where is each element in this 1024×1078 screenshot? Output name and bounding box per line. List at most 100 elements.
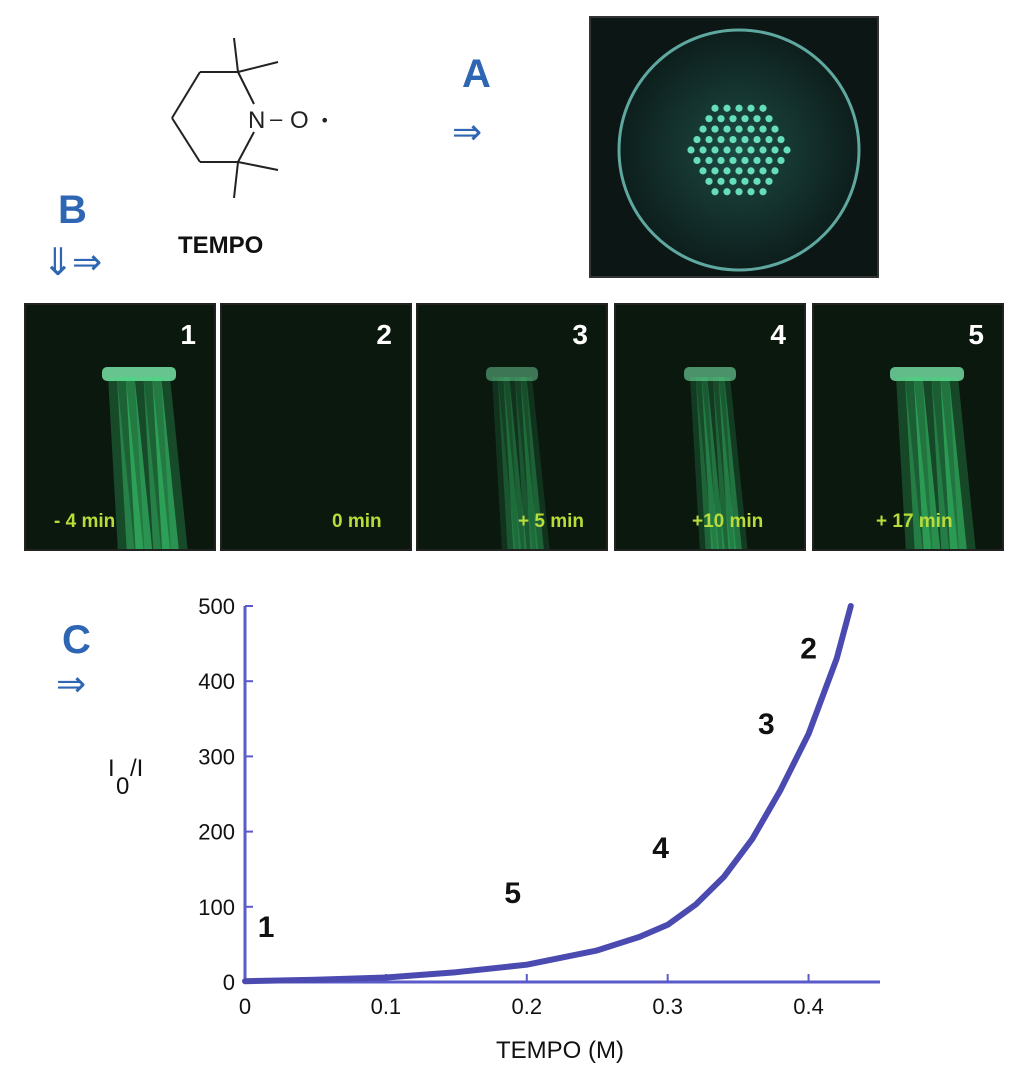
fiber-strand [712, 377, 737, 549]
fiber-core [699, 125, 707, 133]
fiber-core [747, 146, 755, 154]
panel-number: 1 [180, 319, 196, 350]
fiber-strand [718, 377, 742, 549]
fiber-core [723, 167, 731, 175]
fiber-core [753, 156, 761, 165]
fiber-core [765, 156, 773, 165]
fiber-core [771, 125, 779, 133]
curve-point-label: 5 [504, 877, 521, 910]
fiber-core [747, 167, 755, 175]
right-arrow-icon: ⇒ [56, 664, 87, 705]
fiber-core [729, 156, 737, 165]
fiber-core [693, 156, 701, 165]
y-tick-label: 400 [198, 669, 235, 694]
fiber-tip [486, 367, 538, 381]
fiber-strand [161, 377, 188, 549]
fiber-core [741, 156, 749, 165]
fiber-core [693, 135, 701, 144]
fiber-core [771, 146, 779, 154]
fiber-core [717, 115, 725, 123]
fiber-core [759, 188, 767, 196]
panel-4: 4 +10 min [614, 303, 806, 551]
curve-point-label: 1 [258, 911, 275, 944]
panel-time: 0 min [332, 511, 382, 532]
fiber-strand [509, 377, 533, 549]
panel-number: 5 [968, 319, 984, 350]
fiber-strand [940, 377, 967, 549]
x-tick-label: 0.2 [511, 994, 542, 1019]
fiber-core [711, 146, 719, 154]
ring-bonds [171, 37, 279, 199]
section-a-label: A [462, 52, 491, 96]
fiber-glow-3 [486, 367, 550, 549]
fiber-strand [913, 377, 941, 549]
fiber-strand [492, 377, 516, 549]
down-arrow-icon: ⇓ [42, 240, 74, 284]
fiber-tip [102, 367, 176, 381]
y-tick-label: 500 [198, 594, 235, 619]
fiber-bundle-svg [617, 28, 861, 272]
panel-1: 1 - 4 min [24, 303, 216, 551]
fiber-core [723, 146, 731, 154]
fiber-cores [687, 104, 791, 196]
x-tick-label: 0.1 [371, 994, 402, 1019]
chart-ticks: 0 100 200 300 400 500 0 0.1 0.2 0.3 0.4 [198, 594, 824, 1019]
fiber-core [699, 146, 707, 154]
fiber-core [735, 167, 743, 175]
fiber-strand [949, 377, 976, 549]
panel-2: 2 0 min [220, 303, 412, 551]
fiber-core [717, 156, 725, 165]
fiber-core [753, 135, 761, 144]
x-axis-title: TEMPO (M) [496, 1037, 624, 1064]
fiber-core [723, 188, 731, 196]
chart-axes [243, 606, 880, 984]
fiber-core [711, 188, 719, 196]
fiber-tip [890, 367, 964, 381]
fiber-strand [701, 377, 725, 549]
fiber-core [735, 104, 743, 112]
panel-3: 3 + 5 min [416, 303, 608, 551]
bond-dash: – [270, 106, 283, 131]
fiber-core [699, 167, 707, 175]
fiber-strand [497, 377, 522, 549]
fiber-core [765, 177, 773, 185]
radical-dot: • [320, 111, 329, 130]
fiber-strand [707, 377, 731, 549]
chart-series [242, 603, 854, 985]
fiber-core [705, 135, 713, 144]
fiber-core [759, 146, 767, 154]
fiber-strand [134, 377, 162, 549]
fiber-strand [526, 377, 550, 549]
fiber-core [687, 146, 695, 154]
panel-time: + 5 min [518, 511, 584, 532]
fiber-strand [514, 377, 539, 549]
fiber-core [741, 135, 749, 144]
fiber-core [723, 125, 731, 133]
fiber-core [729, 177, 737, 185]
tempo-label: TEMPO [178, 232, 264, 259]
fiber-core [765, 115, 773, 123]
y-tick-label: 300 [198, 744, 235, 769]
fiber-core [777, 156, 785, 165]
fiber-core [753, 115, 761, 123]
fiber-core [765, 135, 773, 144]
fiber-tip [684, 367, 736, 381]
fiber-core [717, 135, 725, 144]
y-axis-title-main: I [108, 755, 115, 782]
x-tick-label: 0.3 [652, 994, 683, 1019]
fiber-strand [695, 377, 720, 549]
panel-number: 2 [376, 319, 392, 350]
y-axis-title: I 0 /I [108, 755, 143, 800]
fiber-core [777, 135, 785, 144]
fiber-glow-5 [890, 367, 976, 549]
section-c-label: C [62, 618, 91, 662]
fiber-strand [152, 377, 179, 549]
fiber-core [759, 125, 767, 133]
series-line [242, 603, 854, 985]
fiber-core [729, 115, 737, 123]
fiber-core [783, 146, 791, 154]
fiber-glow-4 [684, 367, 748, 549]
fiber-core [741, 115, 749, 123]
fiber-core [741, 177, 749, 185]
fiber-glow-1 [102, 367, 188, 549]
